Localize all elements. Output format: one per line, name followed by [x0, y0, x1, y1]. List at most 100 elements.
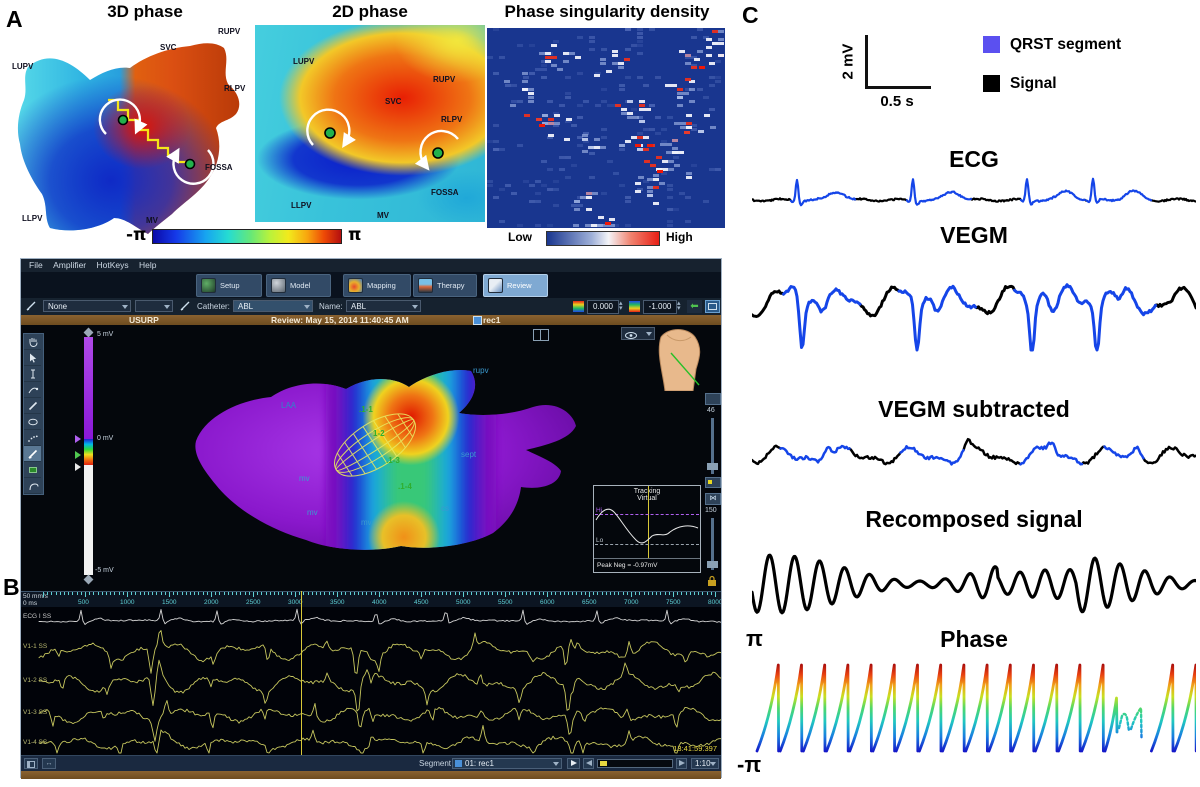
density-cell [615, 104, 621, 107]
size-slider-thumb[interactable] [707, 561, 718, 568]
tab-mapping[interactable]: Mapping [343, 274, 411, 297]
ruler-tick [303, 592, 305, 595]
lo-marker[interactable] [75, 451, 81, 459]
tab-setup[interactable]: Setup [196, 274, 262, 297]
play-icon [571, 760, 577, 766]
secondary-dropdown[interactable] [135, 300, 173, 312]
scrollbar-thumb[interactable] [600, 761, 607, 766]
torso-reference[interactable] [653, 325, 703, 391]
catheter-dropdown[interactable]: ABL [233, 300, 313, 312]
scale-bottom-handle[interactable] [83, 574, 94, 585]
step-forward-button[interactable] [676, 758, 687, 769]
step-back-button[interactable] [583, 758, 594, 769]
back-arrow-button[interactable]: ⬅ [687, 300, 702, 313]
density-cell [565, 96, 571, 99]
select-arrow-tool[interactable] [24, 350, 41, 366]
density-cell [706, 38, 712, 41]
annotate-pen-icon[interactable] [25, 300, 37, 312]
fill-slider-thumb[interactable] [707, 463, 718, 470]
ruler-tick [85, 592, 86, 597]
ruler-tick [492, 592, 494, 595]
waveform-area[interactable]: ECG I SS V1-1 SS V1-2 SS V1-3 SS V1-4 SS… [21, 607, 721, 755]
heart-3d-model[interactable]: .1-1 1-2 .1-3 .1-4 rupv LAA sept mv mv m… [121, 345, 681, 585]
map-viewport[interactable]: 5 mV 0 mV -5 mV [21, 325, 721, 591]
split-view-button[interactable] [533, 329, 549, 341]
tab-review[interactable]: Review [483, 274, 548, 297]
density-cell [606, 70, 612, 73]
low-spinner[interactable]: ▴ ▾ [677, 300, 681, 312]
segment-scrollbar[interactable] [597, 759, 673, 768]
marker-button[interactable] [705, 477, 721, 488]
density-cell [706, 46, 712, 49]
scale-dropdown[interactable]: 1:10 [691, 758, 719, 769]
density-cell [625, 28, 631, 31]
visibility-dropdown[interactable] [621, 327, 655, 340]
title-2d-phase: 2D phase [332, 2, 408, 21]
tab-model[interactable]: Model [266, 274, 331, 297]
name-dropdown[interactable]: ABL [346, 300, 421, 312]
phase-sawtooth [802, 663, 827, 753]
fill-icon-button[interactable] [705, 393, 721, 405]
high-threshold-field[interactable]: 0.000 [587, 300, 619, 314]
step-forward-icon [679, 760, 685, 766]
density-cell [553, 112, 559, 115]
density-cell [592, 192, 598, 195]
segment-dropdown[interactable]: 01: rec1 [452, 758, 562, 769]
ruler-tick [500, 592, 502, 595]
menu-file[interactable]: File [29, 260, 43, 270]
density-cell [539, 52, 545, 55]
ibeam-tool[interactable] [24, 366, 41, 382]
clip-plane-tool[interactable] [24, 462, 41, 478]
ruler-tick [274, 592, 275, 595]
play-button[interactable] [567, 758, 580, 769]
lock-icon[interactable] [706, 575, 718, 587]
density-cell [529, 44, 535, 47]
ruler-tick [710, 592, 712, 595]
density-cell [637, 28, 643, 31]
segment-value: 01: rec1 [465, 759, 494, 768]
pan-hand-tool[interactable] [24, 334, 41, 350]
curve-tool[interactable] [24, 382, 41, 398]
line-tool[interactable] [24, 398, 41, 414]
ruler-tick [160, 592, 162, 595]
white-marker[interactable] [75, 463, 81, 471]
fit-width-button[interactable]: ↔ [42, 758, 56, 769]
step-back-icon [586, 760, 592, 766]
dotted-curve-tool[interactable] [24, 430, 41, 446]
fill-slider-track[interactable] [711, 418, 714, 474]
voltage-scale-purple[interactable] [84, 337, 93, 439]
vegm-intracardiac-trace [38, 700, 721, 742]
high-spinner[interactable]: ▴ ▾ [619, 300, 623, 312]
density-cell [709, 108, 715, 111]
map-select-dropdown[interactable]: None [43, 300, 131, 312]
ruler-tick-label: 6500 [582, 599, 597, 606]
low-threshold-field[interactable]: -1.000 [643, 300, 677, 314]
menu-amplifier[interactable]: Amplifier [53, 260, 87, 270]
colorbar-min-label: -π [126, 225, 147, 245]
draw-tool-selected[interactable] [24, 446, 41, 462]
label-pen-icon[interactable] [179, 300, 191, 312]
tab-therapy[interactable]: Therapy [413, 274, 477, 297]
ellipse-tool[interactable] [24, 414, 41, 430]
menu-help[interactable]: Help [139, 260, 157, 270]
scale-top-handle[interactable] [83, 327, 94, 338]
time-ruler[interactable]: 50 mm/s 0 ms 500 1000 1500 2000 2500 3000 3500… [21, 591, 721, 608]
scale-button[interactable]: ⋈ [705, 493, 721, 505]
density-cell [551, 64, 557, 67]
lasso-tool[interactable] [24, 478, 41, 494]
bottom-chrome [21, 771, 721, 779]
size-slider-track[interactable] [711, 518, 714, 570]
density-cell [637, 52, 643, 55]
density-cell [631, 136, 637, 139]
time-cursor-line[interactable] [301, 591, 302, 755]
ruler-tick [232, 592, 233, 595]
density-cell [528, 88, 534, 91]
layout-button[interactable] [24, 758, 38, 769]
view-toggle-button[interactable] [705, 300, 720, 313]
ruler-tick [286, 592, 288, 595]
hi-marker[interactable] [75, 435, 81, 443]
density-cell [653, 178, 659, 181]
density-cell [643, 148, 649, 151]
menu-hotkeys[interactable]: HotKeys [96, 260, 129, 270]
density-cell [667, 188, 673, 191]
